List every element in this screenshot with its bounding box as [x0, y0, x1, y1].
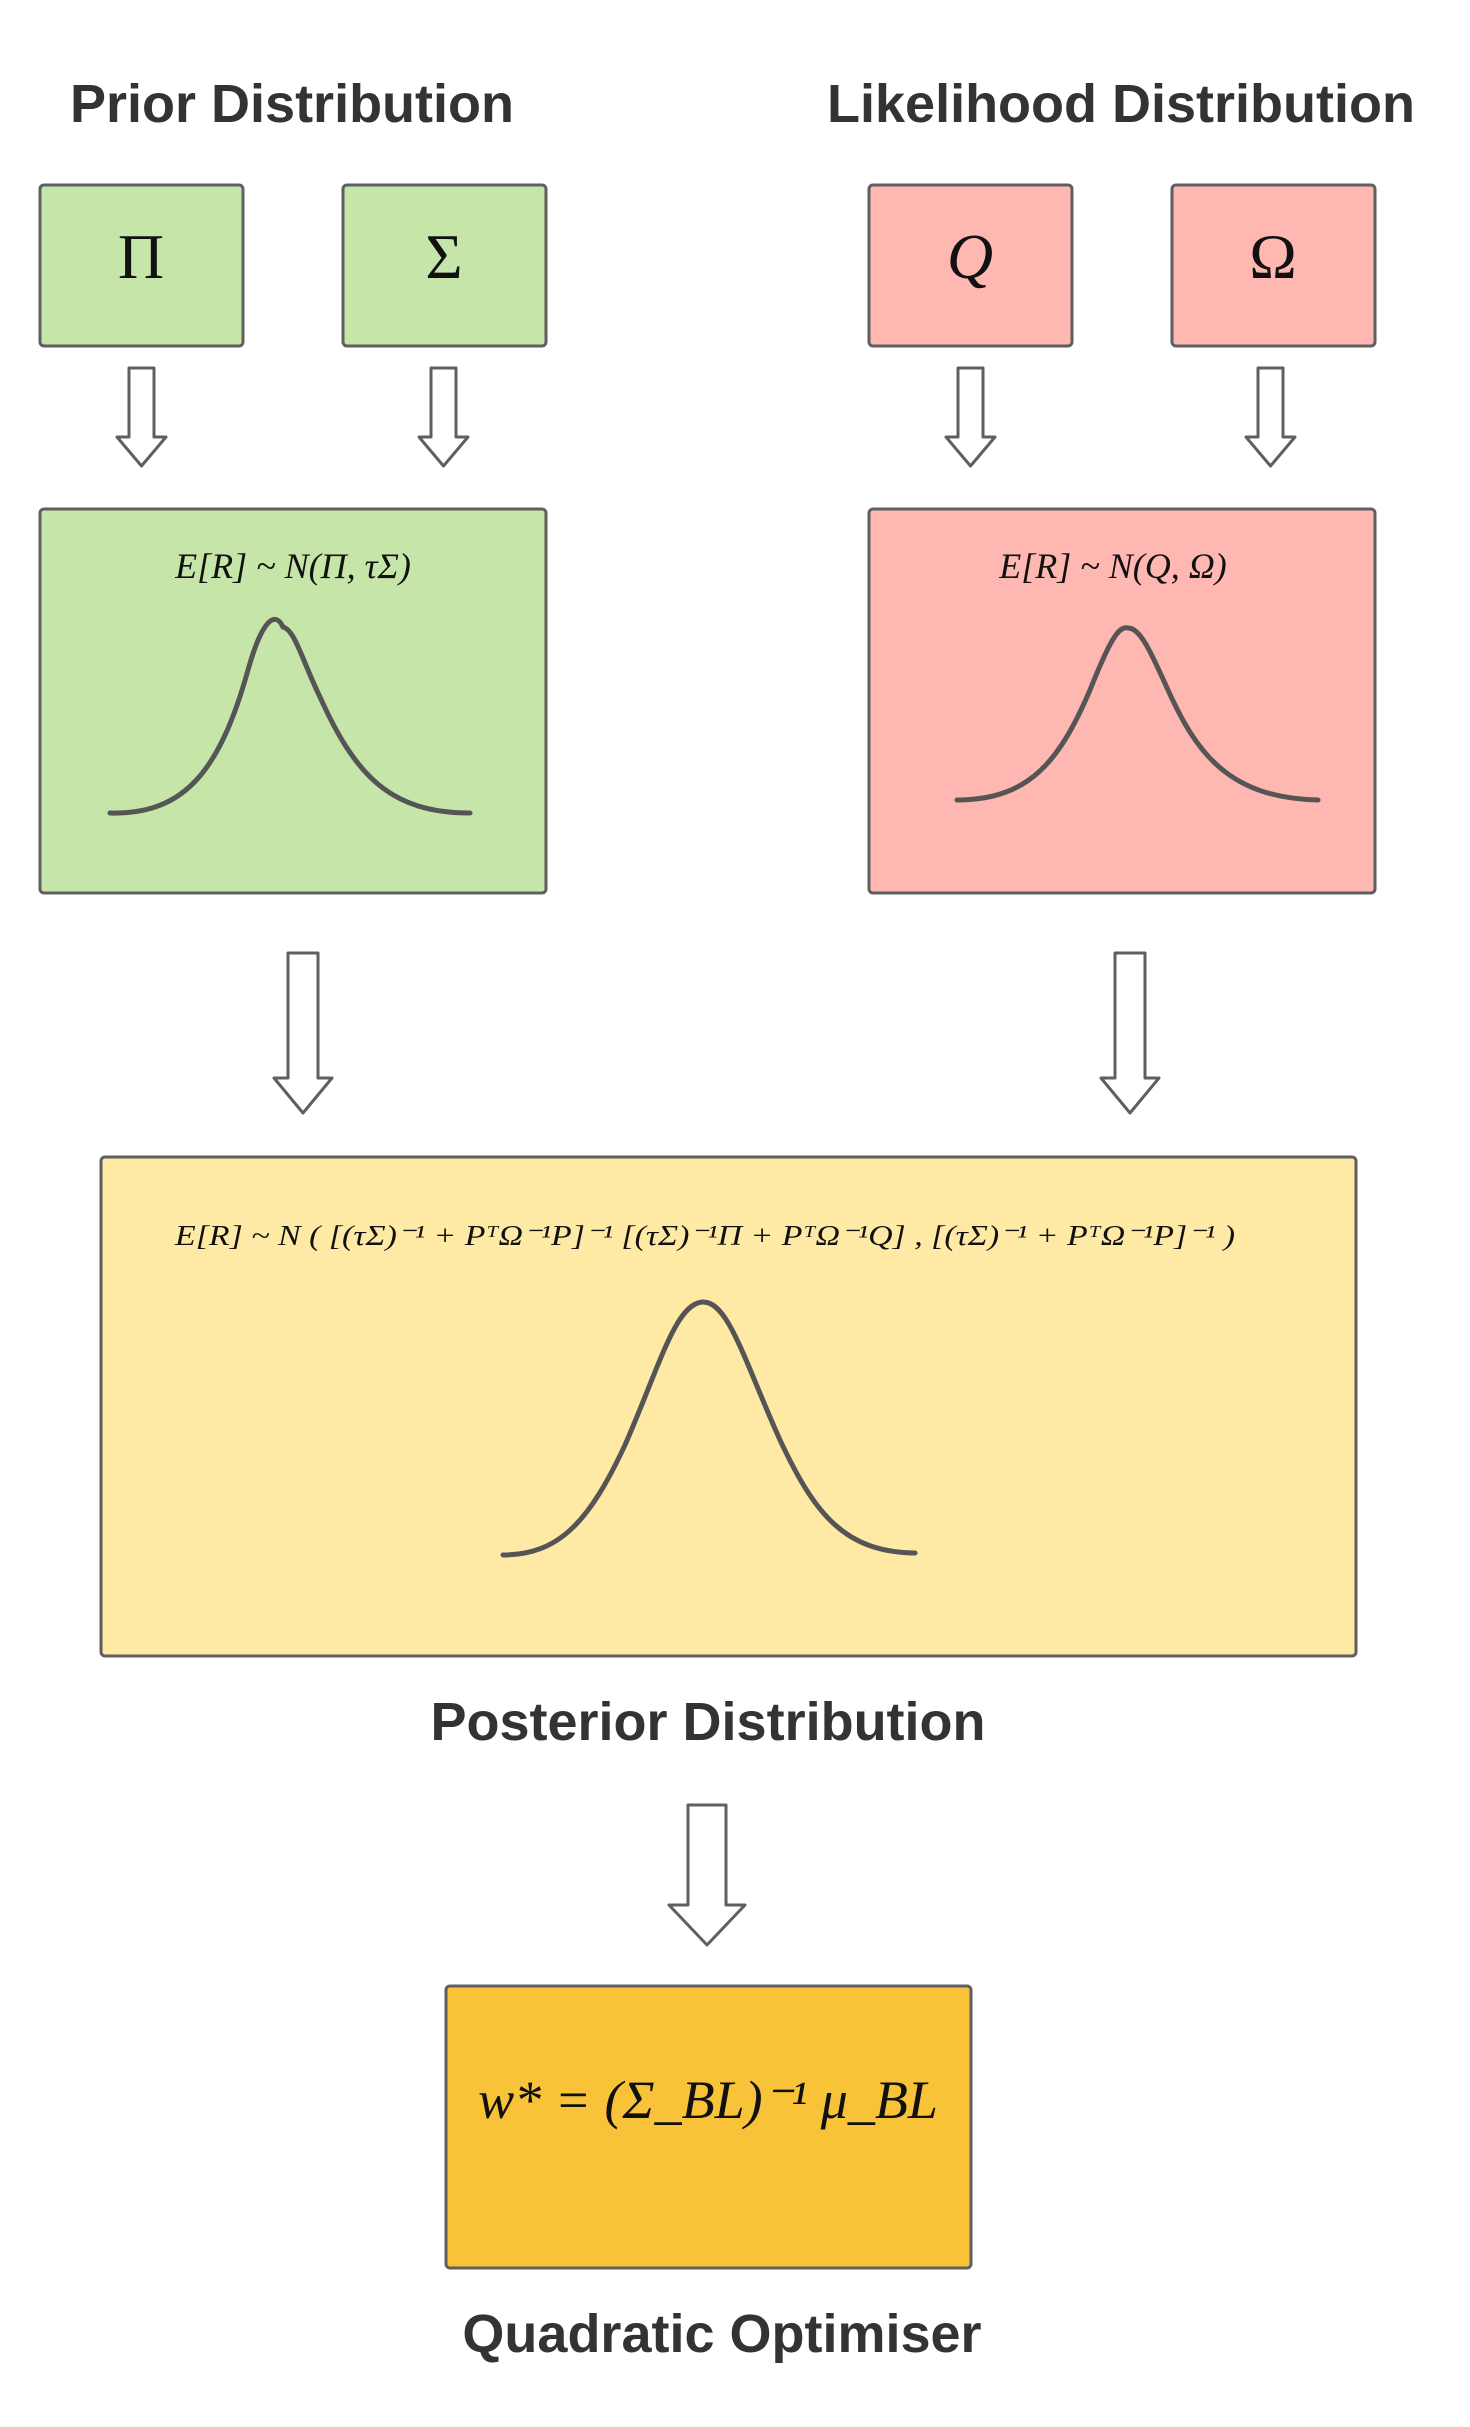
likelihood-q-box: Q [867, 183, 1074, 348]
prior-bell-curve [107, 616, 473, 816]
likelihood-bell-curve [954, 625, 1321, 803]
posterior-formula: E[R] ~ N ( [(τΣ)⁻¹ + PᵀΩ⁻¹P]⁻¹ [(τΣ)⁻¹Π … [174, 1220, 1235, 1252]
arrow-down-icon [115, 366, 168, 468]
arrow-down-icon [667, 1803, 747, 1947]
pi-symbol: Π [118, 221, 164, 292]
omega-symbol: Ω [1249, 221, 1297, 292]
optimiser-formula: w* = (Σ_BL)⁻¹ μ_BL [478, 2070, 938, 2130]
prior-distribution-box: E[R] ~ N(Π, τΣ) [38, 507, 548, 895]
arrow-down-icon [417, 366, 470, 468]
likelihood-omega-box: Ω [1170, 183, 1377, 348]
posterior-distribution-box: E[R] ~ N ( [(τΣ)⁻¹ + PᵀΩ⁻¹P]⁻¹ [(τΣ)⁻¹Π … [99, 1155, 1358, 1658]
arrow-down-icon [1099, 951, 1161, 1115]
prior-formula: E[R] ~ N(Π, τΣ) [174, 546, 411, 586]
posterior-distribution-heading: Posterior Distribution [430, 1692, 985, 1752]
prior-pi-box: Π [38, 183, 245, 348]
quadratic-optimiser-heading: Quadratic Optimiser [462, 2304, 981, 2364]
posterior-bell-curve [500, 1299, 918, 1558]
likelihood-distribution-box: E[R] ~ N(Q, Ω) [867, 507, 1377, 895]
arrow-down-icon [272, 951, 334, 1115]
likelihood-distribution-heading: Likelihood Distribution [827, 74, 1415, 134]
arrow-down-icon [944, 366, 997, 468]
prior-sigma-box: Σ [341, 183, 548, 348]
prior-distribution-heading: Prior Distribution [70, 74, 514, 134]
likelihood-formula: E[R] ~ N(Q, Ω) [998, 546, 1227, 586]
arrow-down-icon [1244, 366, 1297, 468]
quadratic-optimiser-box: w* = (Σ_BL)⁻¹ μ_BL [444, 1984, 973, 2270]
q-symbol: Q [947, 221, 993, 292]
sigma-symbol: Σ [425, 221, 462, 292]
